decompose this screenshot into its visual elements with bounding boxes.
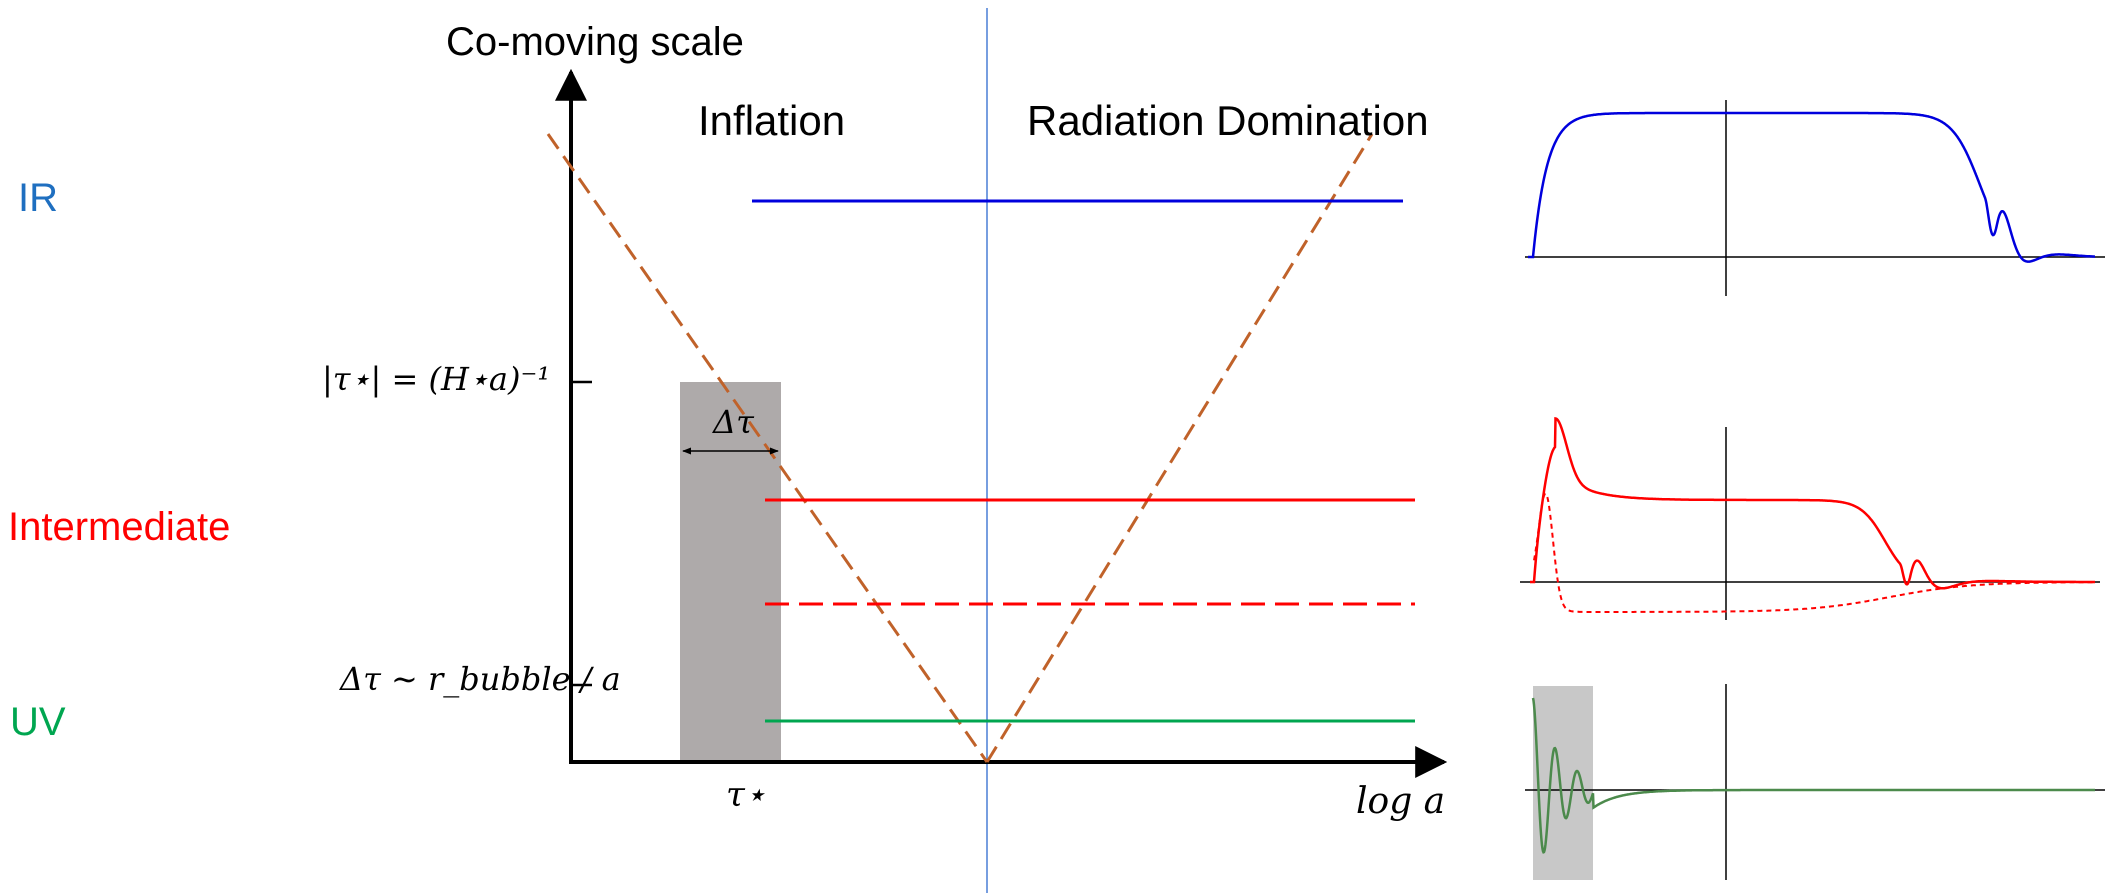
horizon-line-radiation <box>985 133 1374 763</box>
intermediate-mode-plot <box>1520 416 2100 620</box>
horizon-tick-label: |τ⋆| = (H⋆a)⁻¹ <box>322 360 551 398</box>
ir-mode-curve <box>1528 111 2095 263</box>
y-axis-label: Co-moving scale <box>446 20 744 64</box>
bubble-tick-label: Δτ ∼ r_bubble / a <box>340 660 621 698</box>
intermediate-mode-curve-dashed <box>1533 492 2095 613</box>
intermediate-label: Intermediate <box>8 505 231 549</box>
inflation-era-label: Inflation <box>698 97 846 144</box>
tau-star-label: τ⋆ <box>726 775 767 815</box>
radiation-era-label: Radiation Domination <box>1027 97 1429 144</box>
ir-mode-plot <box>1525 100 2105 296</box>
x-axis-label: log a <box>1356 781 1446 822</box>
uv-label: UV <box>10 700 66 744</box>
uv-mode-curve <box>1531 697 2095 854</box>
bubble-width-label: Δτ <box>713 403 754 441</box>
intermediate-mode-curve <box>1530 416 2095 590</box>
ir-label: IR <box>18 176 58 220</box>
uv-mode-plot <box>1525 684 2105 880</box>
